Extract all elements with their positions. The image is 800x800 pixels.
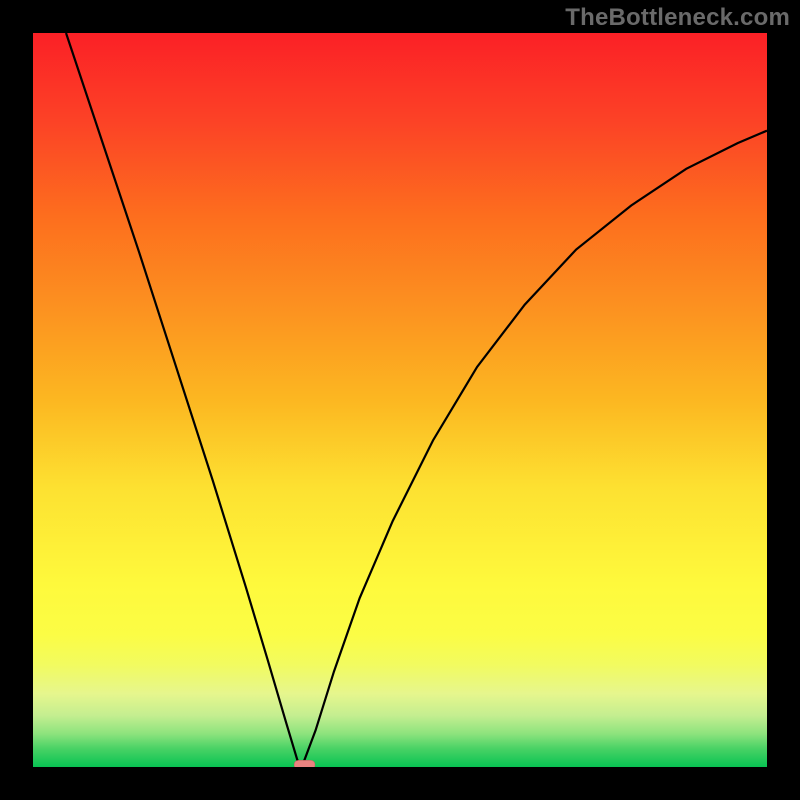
- optimum-marker: [294, 760, 315, 767]
- plot-area: [33, 33, 767, 767]
- chart-frame: TheBottleneck.com: [0, 0, 800, 800]
- watermark-text: TheBottleneck.com: [565, 4, 790, 32]
- gradient-background: [33, 33, 767, 767]
